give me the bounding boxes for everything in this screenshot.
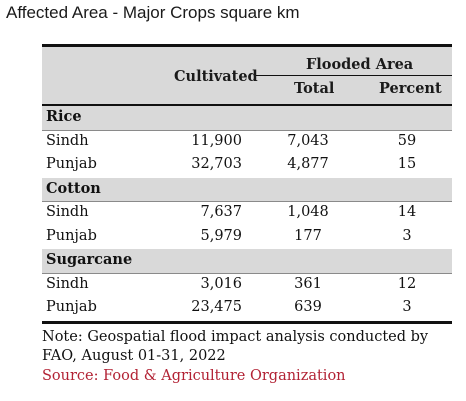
percent-cell: 15: [397, 156, 417, 172]
total-cell: 639: [294, 299, 322, 315]
total-cell: 361: [294, 275, 322, 292]
table-row: Sindh 3,016 361 12: [42, 274, 452, 298]
cultivated-cell: 32,703: [191, 156, 242, 172]
table-bottom-rule: [42, 321, 452, 324]
cultivated-cell: 11,900: [191, 132, 242, 149]
percent-cell: 3: [402, 299, 412, 315]
table-row: Punjab 23,475 639 3: [42, 297, 452, 321]
table-header-rule: [42, 104, 452, 106]
table-top-rule: [42, 44, 452, 47]
region-cell: Sindh: [46, 132, 89, 149]
total-cell: 7,043: [287, 132, 329, 149]
table-row: Punjab 5,979 177 3: [42, 226, 452, 250]
total-cell: 177: [294, 227, 322, 244]
header-percent: Percent: [379, 80, 442, 97]
group-row-rice: Rice: [42, 106, 452, 131]
page-title: Affected Area - Major Crops square km: [6, 3, 300, 22]
header-flooded-area: Flooded Area: [306, 56, 414, 73]
crops-table: Cultivated Flooded Area Total Percent Ri…: [42, 44, 452, 324]
group-label: Rice: [46, 108, 82, 125]
table-row: Sindh 7,637 1,048 14: [42, 202, 452, 226]
total-cell: 4,877: [287, 156, 329, 172]
header-total: Total: [294, 80, 335, 97]
table-header-band: [42, 44, 452, 104]
table-note: Note: Geospatial flood impact analysis c…: [42, 329, 429, 364]
percent-cell: 3: [402, 227, 412, 244]
table-row: Sindh 11,900 7,043 59: [42, 131, 452, 155]
header-span-line: [256, 75, 452, 76]
percent-cell: 59: [397, 132, 417, 149]
total-cell: 1,048: [287, 204, 329, 220]
percent-cell: 12: [397, 275, 417, 292]
group-label: Cotton: [46, 179, 101, 197]
group-label: Sugarcane: [46, 251, 133, 268]
region-cell: Punjab: [46, 156, 97, 172]
table-body: Rice Sindh 11,900 7,043 59 Punjab 32,703…: [42, 106, 452, 321]
cultivated-cell: 23,475: [191, 299, 242, 315]
group-row-sugarcane: Sugarcane: [42, 249, 452, 274]
region-cell: Punjab: [46, 227, 97, 244]
cultivated-cell: 7,637: [200, 204, 242, 220]
cultivated-cell: 3,016: [200, 275, 242, 292]
group-row-cotton: Cotton: [42, 177, 452, 202]
cultivated-cell: 5,979: [200, 227, 242, 244]
table-row: Punjab 32,703 4,877 15: [42, 154, 452, 178]
percent-cell: 14: [397, 204, 417, 220]
region-cell: Sindh: [46, 204, 89, 220]
header-cultivated: Cultivated: [174, 68, 258, 85]
region-cell: Sindh: [46, 275, 89, 292]
region-cell: Punjab: [46, 299, 97, 315]
source-line: Source: Food & Agriculture Organization: [42, 368, 346, 384]
